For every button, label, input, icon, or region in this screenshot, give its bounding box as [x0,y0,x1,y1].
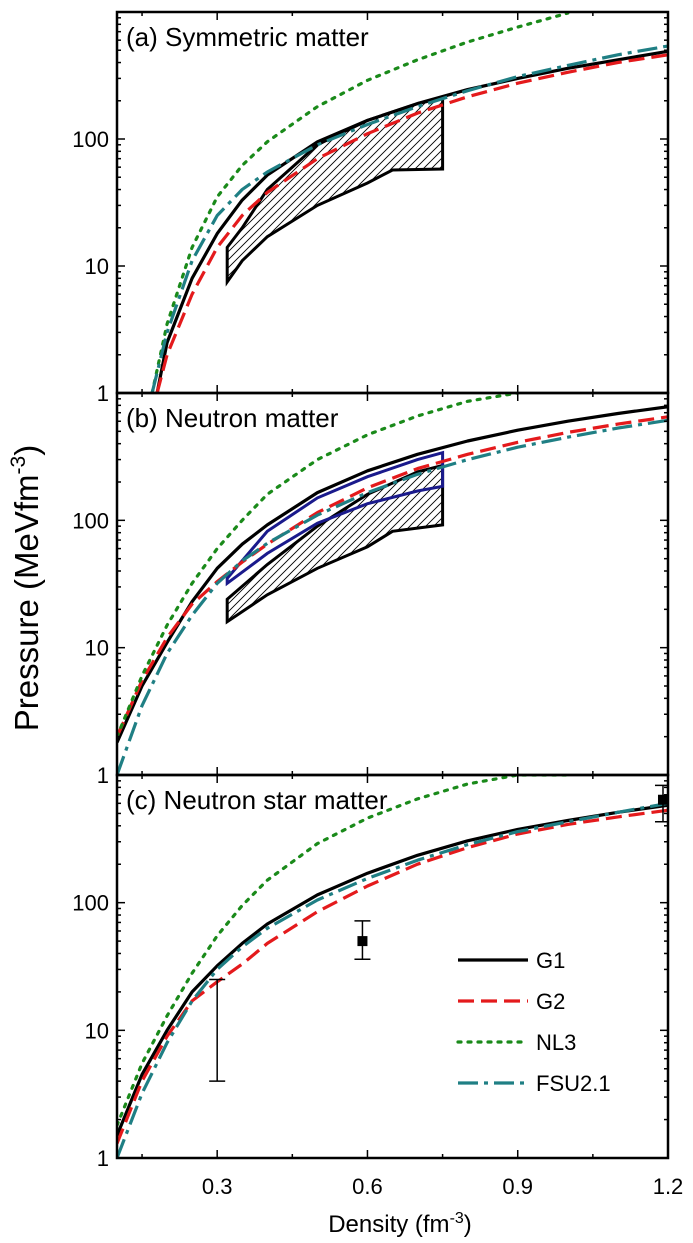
y-axis-label-close: ) [8,445,45,456]
x-axis-label: Density (fm-3) [328,1210,472,1238]
x-tick-label: 0.9 [502,1174,533,1199]
series-nl3 [150,12,570,393]
x-tick-label: 0.6 [352,1174,383,1199]
plot-frame [115,391,670,777]
x-tick-label: 0.3 [202,1174,233,1199]
constraint-region [225,96,445,287]
x-tick-label: 1.2 [653,1174,684,1199]
series-nl3 [117,775,570,1127]
y-axis-label-text: Pressure (MeVfm [8,474,45,731]
legend: G1 G2 NL3 FSU2.1 [456,948,611,1096]
legend-label: G2 [536,989,565,1014]
error-bar [209,978,226,1082]
legend-label: NL3 [536,1030,576,1055]
plot-frame [115,773,670,1160]
y-tick-label: 100 [72,508,109,533]
x-axis-label-sup: -3 [450,1210,464,1227]
y-tick-label: 10 [85,254,109,279]
series-g2 [117,808,668,1145]
legend-label: G1 [536,948,565,973]
series-g2 [117,415,668,738]
panel-title: (a) Symmetric matter [126,22,369,52]
y-tick-label: 100 [72,127,109,152]
series-fsu2-1 [150,44,668,393]
data-point [357,936,368,947]
x-axis-label-close: ) [464,1211,472,1238]
plot-area [117,775,668,1158]
y-tick-label: 100 [72,891,109,916]
y-axis-label: Pressure (MeVfm-3) [7,445,45,731]
y-tick-label: 10 [85,636,109,661]
panel-title: (b) Neutron matter [126,403,339,433]
constraint-region-blue [225,450,445,587]
error-bar [654,784,668,823]
plot-area [117,393,668,775]
y-tick-label: 1 [97,1146,109,1171]
series-g1 [155,49,668,393]
y-tick-label: 1 [97,763,109,788]
panel-b: 1 10 100 (b) Neutron matter [72,391,670,788]
y-axis-label-sup: -3 [7,456,30,475]
panel-title: (c) Neutron star matter [126,785,388,815]
series-fsu2-1 [117,801,668,1158]
series-nl3 [117,393,520,739]
error-bar [354,920,371,961]
panel-c: 1 10 100 (c) Neutron star matter 0.3 0.6 0.9 1.… [72,773,684,1199]
constraint-region [225,463,445,625]
series-fsu2-1 [117,418,668,775]
y-tick-label: 10 [85,1018,109,1043]
x-axis-label-text: Density (fm [328,1211,449,1238]
legend-label: FSU2.1 [536,1071,611,1096]
panel-a: 1 10 100 (a) Symmetric matter [72,10,670,406]
plot-area [150,12,668,393]
data-point [657,794,668,805]
y-tick-label: 1 [97,381,109,406]
